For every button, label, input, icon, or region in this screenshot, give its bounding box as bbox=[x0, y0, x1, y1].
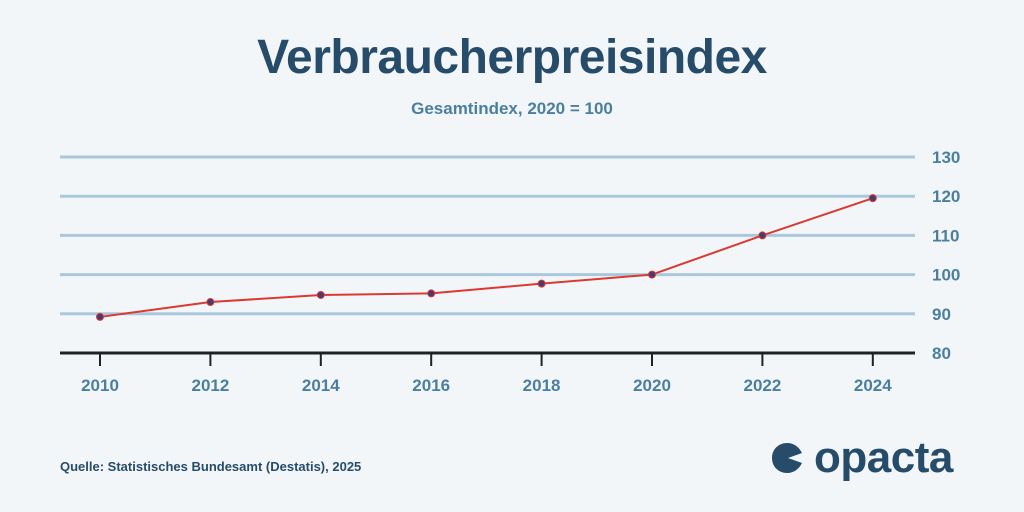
x-tick-label: 2020 bbox=[633, 376, 671, 395]
opacta-logo-icon bbox=[772, 443, 802, 473]
x-tick-label: 2022 bbox=[743, 376, 781, 395]
data-point bbox=[206, 298, 215, 307]
x-tick-label: 2010 bbox=[81, 376, 119, 395]
x-tick-label: 2016 bbox=[412, 376, 450, 395]
chart-title: Verbraucherpreisindex bbox=[257, 31, 767, 84]
brand-logo: opacta bbox=[768, 430, 953, 486]
logo-text: opacta bbox=[814, 433, 953, 482]
x-tick-label: 2018 bbox=[523, 376, 561, 395]
data-point bbox=[316, 290, 325, 299]
data-point bbox=[537, 279, 546, 288]
x-tick-label: 2012 bbox=[191, 376, 229, 395]
y-tick-label: 120 bbox=[932, 187, 960, 206]
y-tick-label: 130 bbox=[932, 148, 960, 167]
x-tick-label: 2014 bbox=[302, 376, 340, 395]
y-tick-label: 80 bbox=[932, 344, 951, 363]
data-point bbox=[758, 231, 767, 240]
y-tick-label: 100 bbox=[932, 266, 960, 285]
data-point bbox=[868, 194, 877, 203]
y-tick-label: 90 bbox=[932, 305, 951, 324]
source-note: Quelle: Statistisches Bundesamt (Destati… bbox=[60, 459, 362, 474]
data-point bbox=[648, 270, 656, 279]
y-tick-label: 110 bbox=[932, 226, 959, 245]
series-line bbox=[99, 197, 874, 318]
data-point bbox=[427, 289, 436, 298]
chart-subtitle: Gesamtindex, 2020 = 100 bbox=[411, 99, 613, 118]
x-tick-label: 2024 bbox=[854, 376, 892, 395]
data-point bbox=[96, 312, 104, 321]
